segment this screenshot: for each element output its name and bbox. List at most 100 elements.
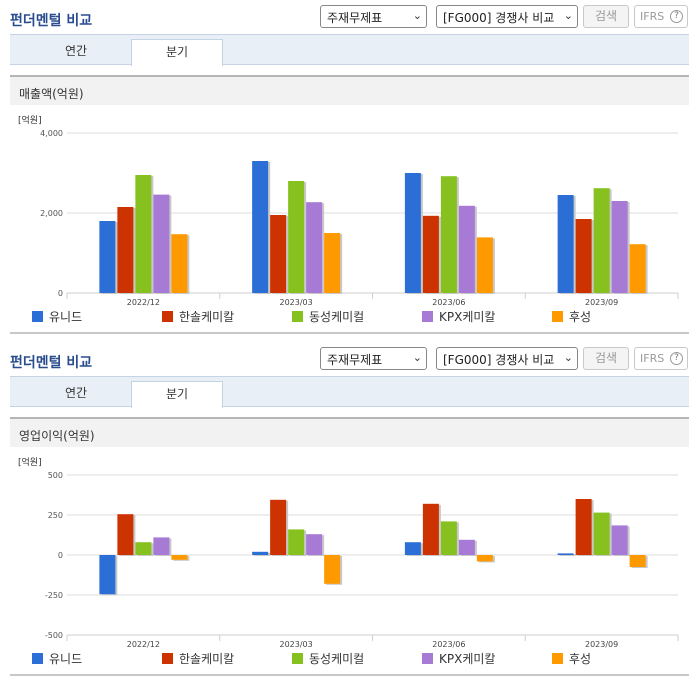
operating-profit-bar-chart: [억원] -500 -250 0 250 500 2022/12 2023/03 2023/06… xyxy=(18,456,679,666)
y-tick-label: 0 xyxy=(58,551,63,560)
search-button[interactable]: 검색 xyxy=(583,5,629,28)
bar-동성케미컬 xyxy=(135,542,152,555)
bar-유니드 xyxy=(404,173,421,293)
bar-한솔케미칼 xyxy=(270,499,287,555)
x-tick-label: 2023/03 xyxy=(280,298,313,307)
legend-swatch-동성케미컬 xyxy=(292,653,303,664)
bar-후성 xyxy=(324,233,341,293)
chevron-down-icon: ⌄ xyxy=(412,9,422,22)
chart-subheader: 영업이익(억원) xyxy=(10,417,689,447)
tab-annual[interactable]: 연간 xyxy=(64,44,88,58)
bar-한솔케미칼 xyxy=(422,215,439,293)
compare-group-select[interactable]: [FG000] 경쟁사 비교 ⌄ xyxy=(436,347,578,370)
bar-후성 xyxy=(324,555,341,584)
chevron-down-icon: ⌄ xyxy=(563,351,573,364)
search-button[interactable]: 검색 xyxy=(583,347,629,370)
legend-swatch-후성 xyxy=(552,653,563,664)
bar-kpx케미칼 xyxy=(306,534,323,555)
y-tick-label: -500 xyxy=(45,631,63,640)
bar-kpx케미칼 xyxy=(611,525,628,555)
tab-quarterly[interactable]: 분기 xyxy=(131,39,223,66)
bar-후성 xyxy=(171,234,188,293)
y-tick-label: 2,000 xyxy=(40,209,63,218)
bar-한솔케미칼 xyxy=(117,207,134,293)
legend-swatch-kpx케미칼 xyxy=(422,311,433,322)
legend-swatch-후성 xyxy=(552,311,563,322)
bar-유니드 xyxy=(99,221,116,293)
fundamental-panel-sales: 펀더멘털 비교 주재무제표 ⌄ [FG000] 경쟁사 비교 ⌄ 검색 IFRS… xyxy=(0,0,696,334)
compare-group-value: [FG000] 경쟁사 비교 xyxy=(443,11,555,25)
bar-동성케미컬 xyxy=(440,176,457,293)
legend-swatch-한솔케미칼 xyxy=(162,311,173,322)
legend-label: KPX케미칼 xyxy=(439,652,495,666)
x-tick-label: 2023/09 xyxy=(585,298,618,307)
question-icon: ? xyxy=(670,352,683,365)
panel-header: 펀더멘털 비교 주재무제표 ⌄ [FG000] 경쟁사 비교 ⌄ 검색 IFRS… xyxy=(0,342,696,376)
bar-유니드 xyxy=(557,195,574,293)
bar-유니드 xyxy=(252,551,269,555)
bar-유니드 xyxy=(252,161,269,293)
panel-title: 펀더멘털 비교 xyxy=(10,13,93,29)
x-tick-label: 2022/12 xyxy=(127,640,160,649)
tab-quarterly[interactable]: 분기 xyxy=(131,381,223,408)
y-tick-label: 500 xyxy=(48,471,63,480)
legend-swatch-kpx케미칼 xyxy=(422,653,433,664)
ifrs-help-button[interactable]: IFRS ? xyxy=(634,347,688,370)
legend-swatch-유니드 xyxy=(32,653,43,664)
bar-후성 xyxy=(476,555,493,562)
bar-kpx케미칼 xyxy=(611,201,628,293)
panel-divider xyxy=(10,332,689,334)
ifrs-help-button[interactable]: IFRS ? xyxy=(634,5,688,28)
bar-한솔케미칼 xyxy=(117,514,134,555)
legend-label: 유니드 xyxy=(49,652,82,666)
bar-한솔케미칼 xyxy=(575,219,592,293)
bar-한솔케미칼 xyxy=(575,499,592,555)
compare-group-select[interactable]: [FG000] 경쟁사 비교 ⌄ xyxy=(436,5,578,28)
bar-동성케미컬 xyxy=(135,175,152,293)
bar-후성 xyxy=(629,555,646,567)
legend-label: 한솔케미칼 xyxy=(179,310,234,324)
x-tick-label: 2023/06 xyxy=(432,640,465,649)
statement-type-select[interactable]: 주재무제표 ⌄ xyxy=(320,5,427,28)
legend-label: 후성 xyxy=(569,310,591,324)
ifrs-label: IFRS xyxy=(640,352,665,365)
period-tabs: 연간 분기 xyxy=(10,34,689,66)
tab-annual[interactable]: 연간 xyxy=(64,386,88,400)
statement-type-select[interactable]: 주재무제표 ⌄ xyxy=(320,347,427,370)
bar-유니드 xyxy=(99,555,116,595)
bar-한솔케미칼 xyxy=(270,215,287,293)
unit-label: [억원] xyxy=(18,114,42,126)
bar-후성 xyxy=(476,237,493,293)
chevron-down-icon: ⌄ xyxy=(412,351,422,364)
legend-label: 동성케미컬 xyxy=(309,310,364,324)
legend-swatch-한솔케미칼 xyxy=(162,653,173,664)
y-tick-label: -250 xyxy=(45,591,63,600)
bar-후성 xyxy=(171,555,188,560)
bar-동성케미컬 xyxy=(593,512,610,555)
legend-label: 한솔케미칼 xyxy=(179,652,234,666)
statement-type-value: 주재무제표 xyxy=(327,11,383,25)
bar-shadow xyxy=(559,554,576,556)
bar-동성케미컬 xyxy=(288,529,305,555)
bar-동성케미컬 xyxy=(440,521,457,555)
chevron-down-icon: ⌄ xyxy=(563,9,573,22)
x-tick-label: 2023/03 xyxy=(280,640,313,649)
legend-label: 유니드 xyxy=(49,310,82,324)
compare-group-value: [FG000] 경쟁사 비교 xyxy=(443,353,555,367)
y-tick-label: 4,000 xyxy=(40,129,63,138)
bar-유니드 xyxy=(404,542,421,555)
y-tick-label: 0 xyxy=(58,289,63,298)
legend-swatch-유니드 xyxy=(32,311,43,322)
bar-후성 xyxy=(629,244,646,293)
legend-label: 후성 xyxy=(569,652,591,666)
bar-kpx케미칼 xyxy=(458,205,475,293)
bar-한솔케미칼 xyxy=(422,503,439,555)
statement-type-value: 주재무제표 xyxy=(327,353,383,367)
legend-label: KPX케미칼 xyxy=(439,310,495,324)
bar-kpx케미칼 xyxy=(153,194,170,293)
bar-동성케미컬 xyxy=(288,181,305,293)
ifrs-label: IFRS xyxy=(640,10,665,23)
period-tabs: 연간 분기 xyxy=(10,376,689,408)
bar-kpx케미칼 xyxy=(153,537,170,555)
bar-kpx케미칼 xyxy=(306,202,323,293)
